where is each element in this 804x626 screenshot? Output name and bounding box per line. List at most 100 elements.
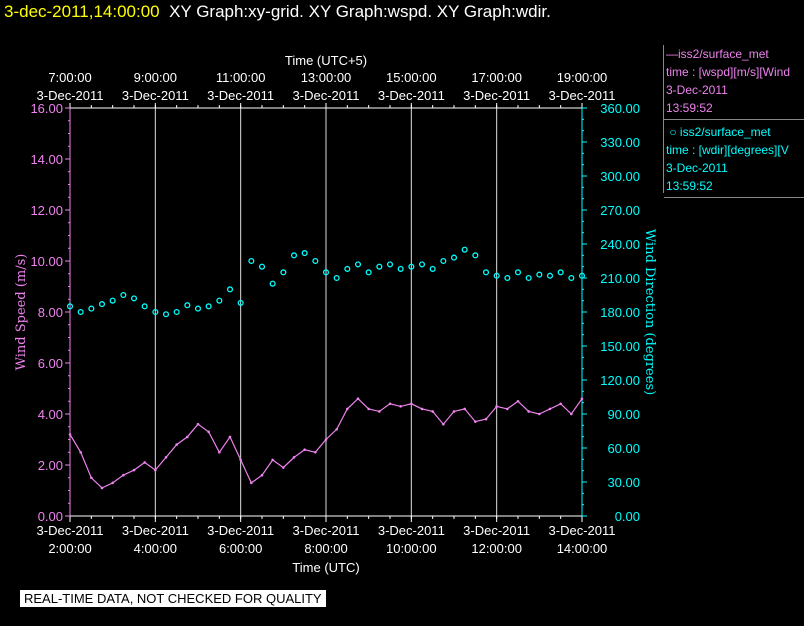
wdir-point: [546, 272, 554, 279]
bottom-tick-date: 3-Dec-2011: [463, 523, 530, 538]
wspd-point: [580, 397, 584, 401]
left-tick-label: 0.00: [38, 509, 63, 524]
legend-series-date: 3-Dec-2011: [666, 161, 728, 175]
legend-series-name: iss2/surface_met: [678, 47, 769, 61]
legend-separator: [663, 45, 664, 193]
wspd-point: [420, 407, 424, 411]
wspd-point: [303, 448, 306, 452]
wspd-point: [388, 402, 392, 406]
wspd-point: [527, 410, 530, 413]
right-tick-label: 0.00: [615, 509, 640, 524]
legend-line-swatch: —: [666, 47, 678, 61]
right-tick-label: 360.00: [600, 101, 640, 116]
wdir-point: [482, 269, 490, 276]
legend-divider: [664, 119, 804, 120]
wdir-point: [205, 303, 212, 310]
right-tick-label: 150.00: [600, 339, 640, 354]
left-tick-label: 14.00: [30, 152, 63, 167]
wspd-point: [346, 407, 349, 411]
wdir-point: [77, 308, 84, 316]
wdir-point: [354, 261, 362, 268]
bottom-tick-time: 12:00:00: [471, 541, 522, 556]
wspd-point: [324, 438, 328, 441]
wdir-point: [450, 254, 458, 261]
wdir-point: [408, 263, 415, 270]
wdir-point: [504, 274, 511, 282]
legend-series-date: 3-Dec-2011: [666, 83, 728, 97]
wdir-point: [568, 274, 575, 282]
wspd-point: [228, 435, 232, 439]
wdir-point: [418, 261, 426, 268]
bottom-axis-title: Time (UTC): [292, 560, 359, 575]
wspd-point: [335, 428, 338, 431]
wspd-point: [132, 468, 136, 472]
right-tick-label: 210.00: [600, 271, 640, 286]
wspd-point: [122, 473, 125, 477]
wspd-point: [484, 417, 488, 421]
left-tick-label: 6.00: [38, 356, 63, 371]
wdir-point: [290, 252, 298, 259]
wdir-point: [162, 311, 170, 318]
wdir-point: [333, 274, 340, 282]
left-tick-label: 8.00: [38, 305, 63, 320]
left-tick-label: 16.00: [30, 101, 63, 116]
top-axis-title: Time (UTC+5): [285, 53, 367, 68]
wspd-point: [474, 420, 477, 423]
wspd-point: [538, 412, 541, 416]
wdir-point: [88, 305, 95, 312]
vertical-grid: [154, 108, 498, 516]
right-tick-label: 330.00: [600, 135, 640, 150]
legend-entry-wdir: ○ iss2/surface_met time : [wdir][degrees…: [664, 123, 804, 195]
top-tick-time: 17:00:00: [471, 70, 522, 85]
top-tick-date: 3-Dec-2011: [37, 88, 104, 103]
wdir-point: [98, 301, 106, 308]
wspd-point: [111, 481, 114, 485]
right-tick-label: 180.00: [600, 305, 640, 320]
wspd-point: [452, 410, 456, 413]
wdir-point: [525, 274, 532, 282]
wdir-point: [365, 269, 372, 276]
wspd-point: [79, 450, 82, 454]
bottom-tick-time: 6:00:00: [219, 541, 262, 556]
wspd-point: [196, 422, 200, 426]
legend-series-name: iss2/surface_met: [679, 125, 771, 139]
legend-series-time: 13:59:52: [666, 179, 713, 193]
top-tick-date: 3-Dec-2011: [378, 88, 445, 103]
right-tick-label: 240.00: [600, 237, 640, 252]
wdir-point: [173, 308, 180, 316]
wdir-point: [280, 269, 287, 276]
wspd-point: [570, 412, 573, 416]
bottom-tick-date: 3-Dec-2011: [293, 523, 360, 538]
wdir-point: [141, 303, 148, 310]
top-tick-date: 3-Dec-2011: [122, 88, 189, 103]
right-tick-label: 60.00: [607, 441, 640, 456]
wdir-point: [226, 286, 234, 293]
right-tick-label: 270.00: [600, 203, 640, 218]
bottom-tick-date: 3-Dec-2011: [378, 523, 445, 538]
legend-entry-wspd: —iss2/surface_met time : [wspd][m/s][Win…: [664, 45, 804, 117]
wdir-point: [440, 257, 447, 265]
wdir-point: [109, 297, 116, 304]
wspd-point: [292, 456, 296, 459]
legend-circle-swatch: ○: [666, 125, 680, 139]
bottom-tick-date: 3-Dec-2011: [122, 523, 189, 538]
right-tick-label: 30.00: [607, 475, 640, 490]
top-tick-time: 19:00:00: [557, 70, 608, 85]
wspd-point: [559, 402, 562, 406]
wdir-point: [429, 265, 436, 272]
wspd-point: [356, 397, 360, 401]
wspd-point: [68, 433, 72, 436]
title-timestamp: 3-dec-2011,14:00:00: [4, 2, 160, 21]
wspd-point: [175, 443, 178, 446]
bottom-tick-date: 3-Dec-2011: [207, 523, 274, 538]
wdir-point: [248, 257, 255, 265]
wdir-point: [397, 265, 404, 272]
left-tick-label: 4.00: [38, 407, 63, 422]
quality-disclaimer: REAL-TIME DATA, NOT CHECKED FOR QUALITY: [20, 590, 326, 607]
legend-series-desc: time : [wspd][m/s][Wind: [666, 65, 791, 79]
wdir-point: [493, 272, 500, 279]
bottom-tick-time: 4:00:00: [134, 541, 177, 556]
wdir-point: [461, 246, 468, 253]
legend: —iss2/surface_met time : [wspd][m/s][Win…: [664, 45, 804, 201]
